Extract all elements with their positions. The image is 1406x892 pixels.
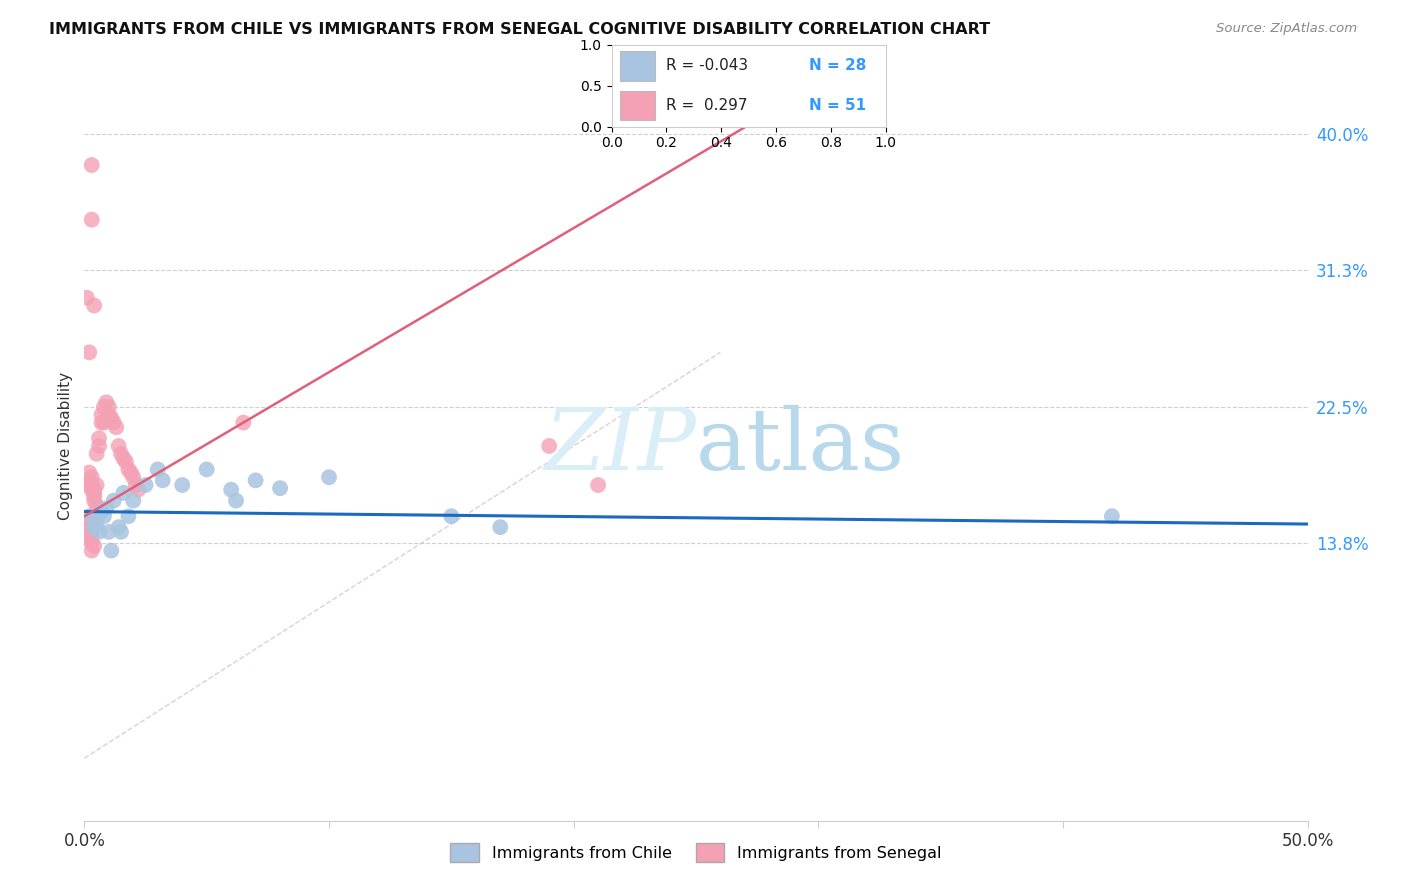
Point	[135, 478, 157, 492]
Point	[83, 493, 105, 508]
Point	[122, 493, 145, 508]
Point	[219, 483, 242, 497]
Point	[80, 517, 103, 532]
Point	[83, 539, 105, 553]
FancyBboxPatch shape	[620, 91, 655, 120]
Text: Source: ZipAtlas.com: Source: ZipAtlas.com	[1216, 22, 1357, 36]
Point	[83, 489, 105, 503]
Point	[105, 420, 128, 434]
Point	[83, 299, 105, 313]
Point	[76, 478, 98, 492]
Point	[96, 501, 118, 516]
Point	[77, 466, 100, 480]
Point	[245, 473, 267, 487]
Point	[100, 543, 122, 558]
Point	[195, 462, 218, 476]
Point	[80, 478, 103, 492]
Point	[112, 485, 135, 500]
Point	[76, 291, 98, 305]
Point	[225, 493, 247, 508]
Point	[112, 451, 135, 466]
FancyBboxPatch shape	[620, 51, 655, 80]
Point	[97, 524, 120, 539]
Point	[77, 345, 100, 359]
Point	[127, 483, 149, 497]
Point	[90, 416, 112, 430]
Text: R =  0.297: R = 0.297	[666, 98, 748, 112]
Point	[80, 509, 103, 524]
Point	[87, 524, 110, 539]
Point	[80, 212, 103, 227]
Point	[117, 509, 139, 524]
Point	[93, 400, 115, 414]
Point	[77, 509, 100, 524]
Point	[97, 400, 120, 414]
Y-axis label: Cognitive Disability: Cognitive Disability	[58, 372, 73, 520]
Point	[120, 466, 142, 480]
Point	[83, 485, 105, 500]
Text: atlas: atlas	[696, 404, 905, 488]
Point	[90, 408, 112, 422]
Point	[152, 473, 174, 487]
Point	[87, 431, 110, 445]
Point	[96, 395, 118, 409]
Point	[83, 483, 105, 497]
Point	[80, 158, 103, 172]
Point	[538, 439, 561, 453]
Point	[80, 470, 103, 484]
Point	[86, 517, 108, 532]
Point	[586, 478, 609, 492]
Point	[107, 439, 129, 453]
Text: IMMIGRANTS FROM CHILE VS IMMIGRANTS FROM SENEGAL COGNITIVE DISABILITY CORRELATIO: IMMIGRANTS FROM CHILE VS IMMIGRANTS FROM…	[49, 22, 990, 37]
Point	[103, 416, 125, 430]
Point	[440, 509, 463, 524]
Point	[93, 509, 115, 524]
Point	[146, 462, 169, 476]
Point	[86, 447, 108, 461]
Point	[77, 520, 100, 534]
Point	[80, 528, 103, 542]
Point	[107, 520, 129, 534]
Point	[83, 520, 105, 534]
Point	[489, 520, 512, 534]
Point	[318, 470, 340, 484]
Point	[80, 543, 103, 558]
Point	[115, 455, 138, 469]
Point	[269, 481, 291, 495]
Point	[1101, 509, 1123, 524]
Point	[80, 535, 103, 549]
Point	[110, 447, 132, 461]
Point	[80, 483, 103, 497]
Point	[125, 478, 148, 492]
Point	[110, 524, 132, 539]
Text: N = 51: N = 51	[808, 98, 866, 112]
Point	[77, 533, 100, 547]
Legend: Immigrants from Chile, Immigrants from Senegal: Immigrants from Chile, Immigrants from S…	[444, 837, 948, 869]
Point	[103, 493, 125, 508]
Point	[122, 470, 145, 484]
Point	[117, 462, 139, 476]
Point	[232, 416, 254, 430]
Point	[97, 408, 120, 422]
Point	[100, 410, 122, 425]
Point	[172, 478, 194, 492]
Point	[87, 439, 110, 453]
Point	[77, 473, 100, 487]
Text: ZIP: ZIP	[544, 405, 696, 487]
Point	[93, 416, 115, 430]
Point	[86, 498, 108, 512]
Text: N = 28: N = 28	[808, 59, 866, 73]
Text: R = -0.043: R = -0.043	[666, 59, 748, 73]
Point	[80, 524, 103, 539]
Point	[90, 505, 112, 519]
Point	[86, 478, 108, 492]
